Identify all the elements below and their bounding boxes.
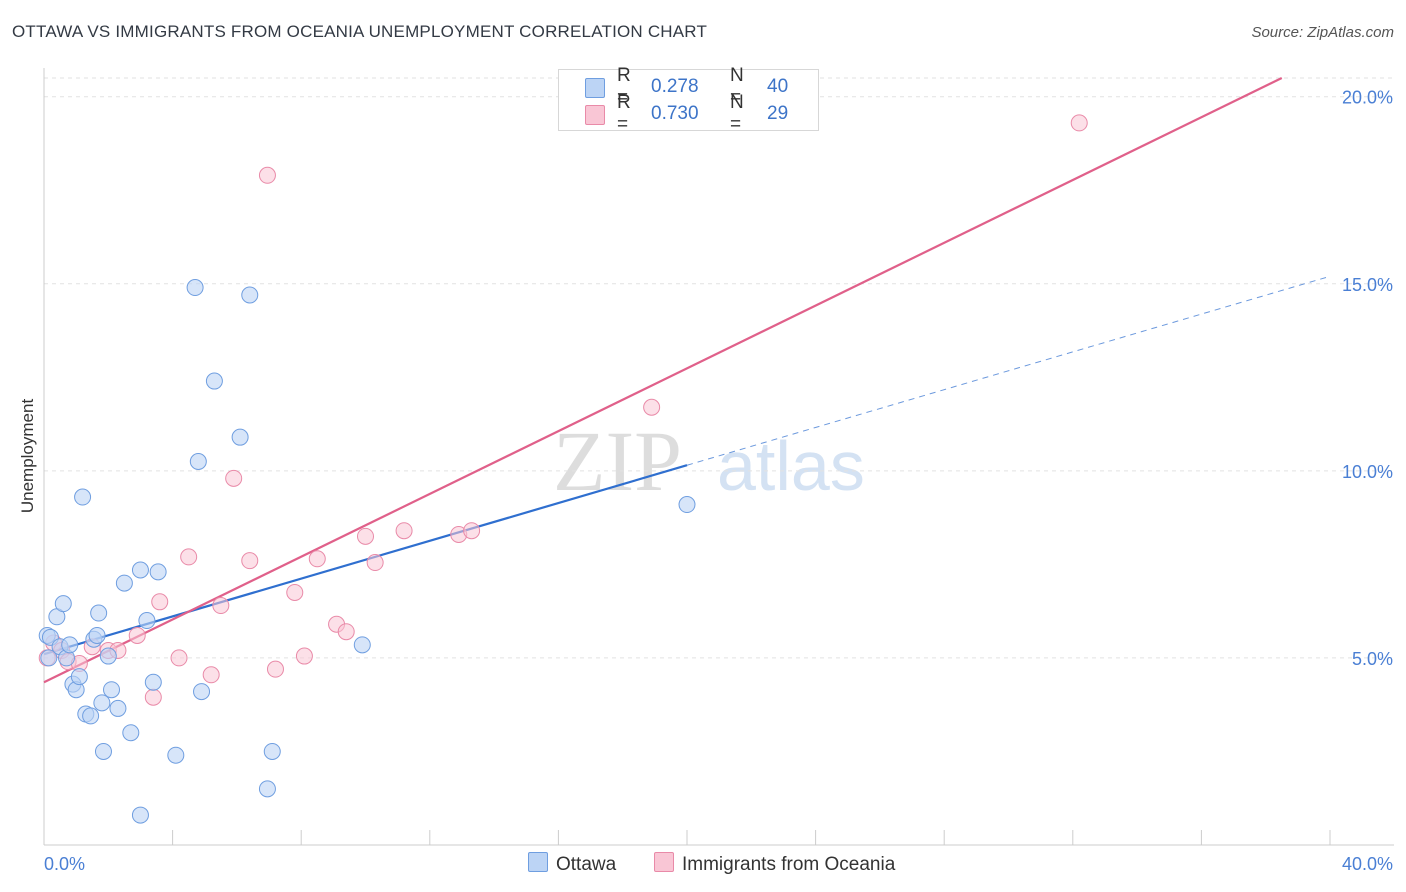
oceania-point [202,666,220,684]
oceania-point [286,583,304,601]
x-tick-label-end: 40.0% [1342,854,1393,874]
oceania-point [212,597,230,615]
ottawa-point [93,694,111,712]
n-label: N = [730,65,744,108]
oceania-point [366,554,384,572]
watermark-atlas: atlas [717,427,865,505]
ottawa-n-value: 40 [767,76,789,97]
ottawa-point [82,707,100,725]
ottawa-point [109,699,127,717]
ottawa-point [138,612,156,630]
oceania-point [144,688,162,706]
ottawa-point [678,496,696,514]
ottawa-point [122,724,140,742]
oceania-r-value: 0.730 [651,103,699,124]
oceania-point [1070,114,1088,132]
y-tick-label: 5.0% [1352,649,1393,669]
data-points [38,114,1088,824]
ottawa-point [144,673,162,691]
oceania-point [395,522,413,540]
oceania-point [337,623,355,641]
ottawa-point [149,563,167,581]
oceania-n-value: 29 [767,103,789,124]
ottawa-point [231,428,249,446]
ottawa-r-value: 0.278 [651,76,699,97]
ottawa-point [54,595,72,613]
oceania-point [180,548,198,566]
y-tick-label: 20.0% [1342,88,1393,108]
source-credit: Source: ZipAtlas.com [1251,24,1394,41]
ottawa-point [189,453,207,470]
chart-title: OTTAWA VS IMMIGRANTS FROM OCEANIA UNEMPL… [12,22,708,41]
ottawa-point [99,647,117,665]
y-tick-label: 15.0% [1342,275,1393,295]
oceania-point [308,550,326,568]
n-label: N = [730,92,744,135]
ottawa-point [88,626,106,644]
ottawa-swatch [585,78,605,98]
axes [43,68,1394,846]
ottawa-point [115,574,133,592]
ottawa-point [61,636,79,654]
tick-labels: 5.0% 10.0% 15.0% 20.0% 0.0% 40.0% [44,88,1393,874]
ottawa-point [94,742,112,760]
ottawa-point [205,372,223,390]
ottawa-point [70,668,88,686]
r-label: R = [617,65,631,108]
ottawa-point [131,806,149,824]
ottawa-point [74,488,92,506]
oceania-legend-label: Immigrants from Oceania [682,854,896,875]
oceania-point [225,469,243,487]
ottawa-point [258,780,276,798]
stats-legend: R = 0.278 N = 40 R = 0.730 N = 29 [558,65,819,135]
oceania-point [258,166,276,184]
oceania-point [643,398,661,416]
oceania-point [241,552,259,570]
oceania-point [151,593,169,611]
ottawa-point [131,561,149,579]
y-axis-label: Unemployment [18,399,37,514]
bottom-legend-oceania: Immigrants from Oceania [654,852,895,876]
ottawa-point [353,636,371,654]
ottawa-legend-label: Ottawa [556,854,617,875]
ottawa-point [193,683,211,701]
ottawa-point [90,604,108,622]
watermark-zip: ZIP [553,413,682,509]
ottawa-trend-extension [686,275,1331,466]
oceania-point [266,660,284,678]
ottawa-point [40,649,58,667]
ottawa-point [263,742,281,760]
oceania-point [128,626,146,644]
ottawa-point [241,286,259,304]
ottawa-point [186,279,204,297]
oceania-point [463,522,481,540]
ottawa-point [167,746,185,764]
oceania-point [357,527,374,545]
oceania-trend-line [43,77,1283,684]
y-tick-label: 10.0% [1342,462,1393,482]
oceania-swatch [585,105,605,125]
gridlines [44,77,1394,659]
oceania-point [295,647,313,665]
ottawa-legend-swatch [528,852,548,872]
r-label: R = [617,92,631,135]
trend-lines [43,77,1331,684]
bottom-legend-ottawa: Ottawa [528,852,616,876]
ottawa-point [103,681,121,699]
oceania-point [170,649,188,667]
x-tick-label-start: 0.0% [44,854,85,874]
oceania-legend-swatch [654,852,674,872]
